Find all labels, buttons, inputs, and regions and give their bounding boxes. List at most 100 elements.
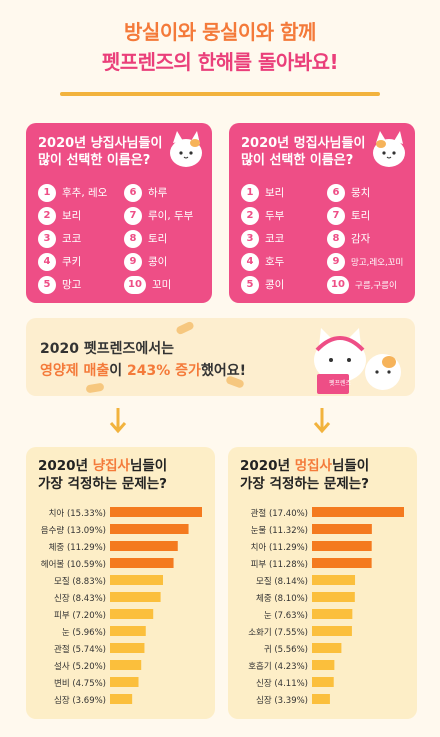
- list-item: 2 두부: [241, 204, 284, 227]
- rank-name: 콩이: [265, 279, 285, 291]
- bar: [312, 541, 372, 551]
- rank-number: 9: [124, 252, 142, 271]
- bar: [312, 609, 353, 619]
- bar: [110, 609, 154, 619]
- bar: [110, 660, 142, 670]
- cat-names-title: 2020년 냥집사님들이 많이 선택한 이름은?: [38, 135, 178, 169]
- rank-name: 코코: [265, 233, 285, 245]
- rank-number: 6: [124, 183, 142, 202]
- list-item: 7 루이, 두부: [124, 204, 193, 227]
- bar: [110, 677, 139, 687]
- bar: [312, 677, 334, 687]
- laptop-badge: 펫프렌즈: [329, 380, 352, 387]
- cat-names-panel: 2020년 냥집사님들이 많이 선택한 이름은? 1 후추, 레오 2 보리 3 코코…: [26, 123, 212, 303]
- chart-title-highlight: 냥집사: [92, 458, 130, 474]
- bar-label: 관절 (17.40%): [251, 508, 308, 519]
- cat-names-col2: 6 하루 7 루이, 두부 8 토리 9 콩이 10 꼬미: [124, 181, 193, 296]
- rank-name: 뭉치: [351, 187, 371, 199]
- rank-number: 7: [124, 206, 142, 225]
- list-item: 3 코코: [38, 227, 107, 250]
- list-item: 10 구름,구름이: [327, 273, 403, 296]
- bar-label: 눈 (7.63%): [264, 611, 308, 621]
- rank-name: 토리: [351, 210, 371, 222]
- bar: [312, 592, 355, 602]
- bar-label: 설사 (5.20%): [54, 661, 106, 672]
- header-line1: 방실이와 뭉실이와 함께: [124, 20, 316, 44]
- bar-label: 심장 (3.39%): [256, 695, 308, 706]
- chart-title-post: 님들이: [331, 458, 370, 474]
- bar-label: 호흡기 (4.23%): [248, 661, 308, 672]
- rank-number: 10: [124, 275, 146, 294]
- bar-label: 헤어볼 (10.59%): [41, 559, 106, 570]
- arrow-down-icon: [109, 408, 127, 434]
- cat-concerns-chart: 2020년 냥집사님들이 가장 걱정하는 문제는? 치아 (15.33%) 음수량…: [26, 447, 215, 719]
- sales-line1: 2020 펫프렌즈에서는: [40, 341, 174, 357]
- bar: [312, 694, 330, 704]
- rank-number: 7: [327, 206, 345, 225]
- rank-name: 보리: [62, 210, 82, 222]
- rank-number: 2: [38, 206, 56, 225]
- bar-label: 피부 (11.28%): [251, 560, 308, 570]
- rank-name: 감자: [351, 233, 371, 245]
- rank-number: 3: [241, 229, 259, 248]
- bar: [312, 575, 356, 585]
- bar-label: 소화기 (7.55%): [248, 628, 308, 638]
- bar-label: 모질 (8.14%): [256, 576, 308, 587]
- bar: [110, 507, 202, 517]
- rank-name: 호두: [265, 256, 285, 268]
- bar: [110, 694, 133, 704]
- arrow-down-icon: [313, 408, 331, 434]
- bar-label: 음수량 (13.09%): [41, 525, 106, 536]
- bar-chart-svg: 관절 (17.40%) 눈물 (11.32%) 치아 (11.29%) 피부 (11.…: [248, 507, 404, 706]
- bar-label: 치아 (11.29%): [251, 542, 308, 553]
- list-item: 1 후추, 레오: [38, 181, 107, 204]
- chart-title-line2: 가장 걱정하는 문제는?: [38, 476, 168, 492]
- list-item: 1 보리: [241, 181, 284, 204]
- bar: [312, 558, 372, 568]
- cat-names-title-line1: 2020년 냥집사님들이: [38, 136, 163, 151]
- bar: [110, 626, 146, 636]
- dog-concerns-chart: 2020년 멍집사님들이 가장 걱정하는 문제는? 관절 (17.40%) 눈물 …: [228, 447, 417, 719]
- rank-number: 10: [327, 275, 349, 294]
- chart-title-post: 님들이: [129, 458, 168, 474]
- rank-name: 하루: [148, 187, 168, 199]
- bar: [110, 592, 161, 602]
- header-line2: 펫프렌즈의 한해를 돌아봐요!: [101, 50, 339, 74]
- rank-number: 5: [38, 275, 56, 294]
- bar: [110, 541, 178, 551]
- dog-names-title-line1: 2020년 멍집사님들이: [241, 136, 366, 151]
- rank-name: 꼬미: [152, 279, 172, 291]
- dog-names-title: 2020년 멍집사님들이 많이 선택한 이름은?: [241, 135, 381, 169]
- list-item: 2 보리: [38, 204, 107, 227]
- cat-mascot-icon: [373, 131, 405, 167]
- rank-number: 1: [38, 183, 56, 202]
- list-item: 8 토리: [124, 227, 193, 250]
- chart-title: 2020년 냥집사님들이 가장 걱정하는 문제는?: [38, 457, 208, 493]
- rank-name: 망고: [62, 279, 82, 291]
- list-item: 10 꼬미: [124, 273, 193, 296]
- sales-highlight-growth: 243% 증가: [127, 363, 201, 379]
- sales-highlight-product: 영양제 매출: [40, 363, 110, 379]
- header-divider: [60, 92, 380, 96]
- bar-label: 체중 (8.10%): [256, 593, 308, 604]
- cat-names-title-line2: 많이 선택한 이름은?: [38, 153, 151, 168]
- bar-label: 체중 (11.29%): [49, 542, 106, 553]
- rank-name: 코코: [62, 233, 82, 245]
- cat-names-col1: 1 후추, 레오 2 보리 3 코코 4 쿠키 5 망고: [38, 181, 107, 296]
- header: 방실이와 뭉실이와 함께 펫프렌즈의 한해를 돌아봐요!: [0, 0, 440, 100]
- bar-label: 눈물 (11.32%): [251, 526, 308, 536]
- bar-label: 귀 (5.56%): [264, 644, 308, 655]
- rank-number: 8: [124, 229, 142, 248]
- chart-title-line2: 가장 걱정하는 문제는?: [240, 476, 370, 492]
- rank-name: 구름,구름이: [355, 280, 397, 291]
- rank-name: 쿠키: [62, 256, 82, 268]
- list-item: 9 망고,레오,꼬미: [327, 250, 403, 273]
- list-item: 3 코코: [241, 227, 284, 250]
- bar: [110, 575, 163, 585]
- bar-label: 신장 (8.43%): [54, 593, 106, 604]
- rank-name: 루이, 두부: [148, 210, 194, 222]
- bar: [312, 643, 342, 653]
- rank-name: 콩이: [148, 256, 168, 268]
- list-item: 9 콩이: [124, 250, 193, 273]
- rank-name: 보리: [265, 187, 285, 199]
